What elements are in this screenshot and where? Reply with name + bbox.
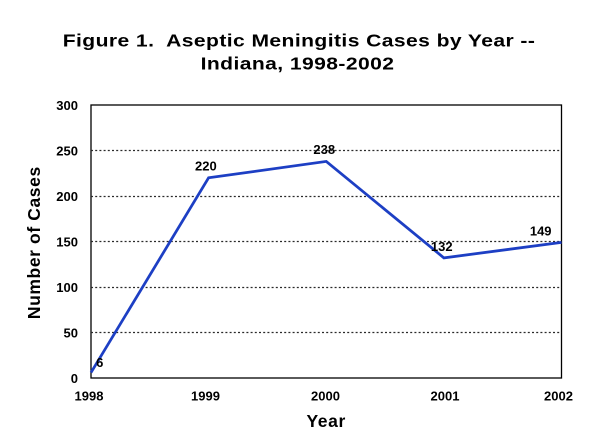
svg-text:150: 150 [56,234,78,249]
svg-text:200: 200 [56,189,78,204]
svg-text:0: 0 [71,371,78,386]
svg-text:1999: 1999 [191,388,220,403]
svg-text:Indiana, 1998-2002: Indiana, 1998-2002 [201,54,395,74]
svg-text:149: 149 [530,224,552,239]
svg-text:50: 50 [64,325,78,340]
svg-text:250: 250 [56,143,78,158]
svg-text:2000: 2000 [311,388,340,403]
svg-text:Year: Year [307,411,346,431]
svg-text:300: 300 [56,98,78,113]
svg-text:238: 238 [313,142,335,157]
svg-text:1998: 1998 [75,388,104,403]
svg-text:2002: 2002 [544,388,573,403]
svg-text:100: 100 [56,280,78,295]
svg-text:220: 220 [195,158,217,173]
svg-text:132: 132 [431,239,453,254]
svg-text:Figure 1. Aseptic Meningitis: Figure 1. Aseptic Meningitis Cases by Ye… [63,31,536,51]
svg-text:2001: 2001 [431,388,460,403]
svg-text:6: 6 [96,355,103,370]
svg-text:Number of Cases: Number of Cases [24,166,44,319]
